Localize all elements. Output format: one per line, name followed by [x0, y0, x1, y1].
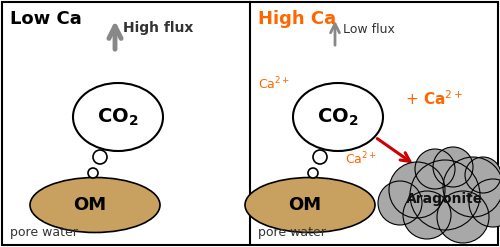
Circle shape — [469, 179, 500, 227]
Circle shape — [88, 168, 98, 178]
Ellipse shape — [293, 83, 383, 151]
Circle shape — [378, 181, 422, 225]
Ellipse shape — [245, 178, 375, 232]
Text: Ca$^{2+}$: Ca$^{2+}$ — [258, 76, 290, 92]
Circle shape — [93, 150, 107, 164]
Text: High Ca: High Ca — [258, 10, 336, 28]
Text: Aragonite: Aragonite — [406, 192, 484, 206]
Text: Low flux: Low flux — [343, 23, 395, 37]
Text: $+$ Ca$^{2+}$: $+$ Ca$^{2+}$ — [405, 90, 464, 108]
Text: OM: OM — [288, 196, 322, 214]
Text: $\mathbf{CO_2}$: $\mathbf{CO_2}$ — [318, 106, 358, 128]
Circle shape — [308, 168, 318, 178]
Circle shape — [415, 149, 455, 189]
Text: Ca$^{2+}$: Ca$^{2+}$ — [345, 151, 377, 167]
Ellipse shape — [73, 83, 163, 151]
Ellipse shape — [30, 178, 160, 232]
Text: $\mathbf{CO_2}$: $\mathbf{CO_2}$ — [98, 106, 138, 128]
Text: OM: OM — [74, 196, 106, 214]
Text: Low Ca: Low Ca — [10, 10, 82, 28]
Circle shape — [410, 160, 480, 230]
Text: pore water: pore water — [10, 226, 78, 239]
Circle shape — [465, 157, 500, 193]
Circle shape — [443, 157, 500, 217]
Circle shape — [389, 162, 445, 218]
Text: pore water: pore water — [258, 226, 326, 239]
Text: High flux: High flux — [123, 21, 194, 35]
Circle shape — [403, 191, 451, 239]
Circle shape — [437, 191, 489, 243]
Circle shape — [433, 147, 473, 187]
Circle shape — [313, 150, 327, 164]
